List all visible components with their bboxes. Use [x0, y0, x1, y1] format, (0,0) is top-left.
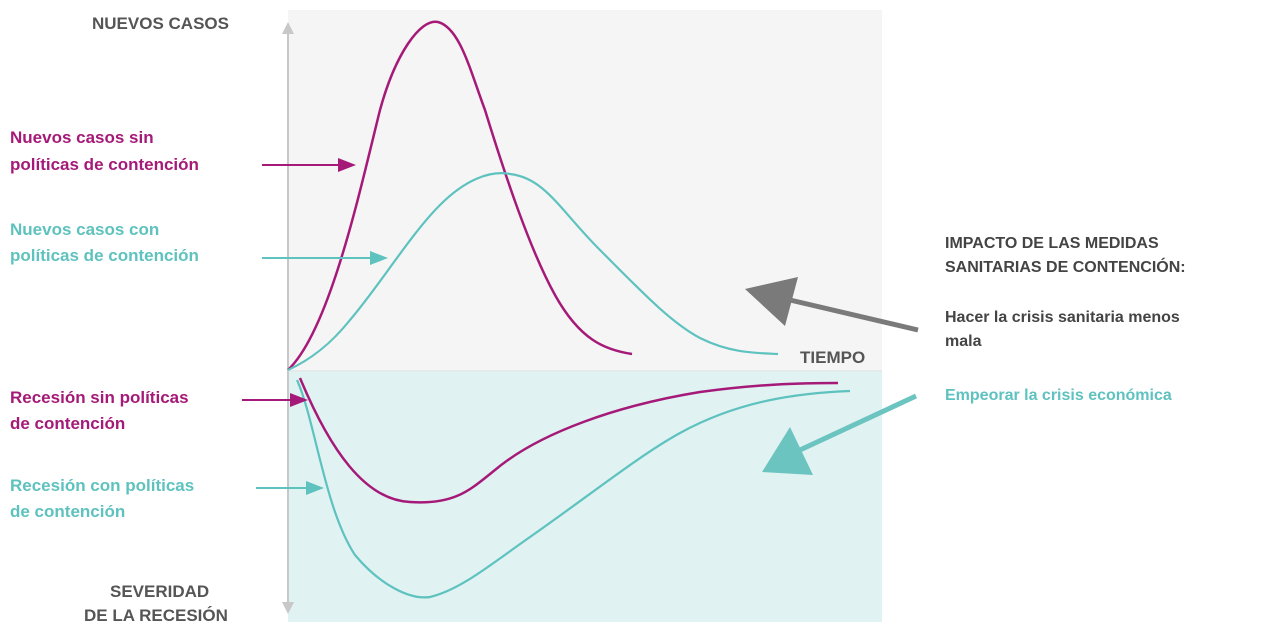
- arrow-head-icon: [306, 481, 324, 495]
- label-cases-with-line1: Nuevos casos con: [10, 220, 160, 239]
- curve-recession-with-containment: [295, 379, 851, 599]
- label-recession-with-line1: Recesión con políticas: [10, 476, 195, 495]
- y-axis-down-label-line2: DE LA RECESIÓN: [84, 606, 228, 625]
- label-recession-without-line1: Recesión sin políticas: [10, 388, 189, 407]
- axis-arrow-up-icon: [282, 22, 294, 34]
- curve-recession-without-containment: [298, 377, 839, 504]
- x-axis-label: TIEMPO: [800, 348, 866, 367]
- label-recession-with-line2: de contención: [10, 502, 126, 521]
- arrow-head-icon: [338, 158, 356, 172]
- curve-cases-without-containment: [287, 20, 633, 371]
- label-cases-without-line2: políticas de contención: [10, 155, 199, 174]
- label-cases-without-line1: Nuevos casos sin: [10, 128, 154, 147]
- arrow-head-icon: [290, 393, 308, 407]
- impact-title-line1: IMPACTO DE LAS MEDIDAS: [945, 235, 1159, 252]
- axis-arrow-down-icon: [282, 602, 294, 614]
- impact-title-line2: SANITARIAS DE CONTENCIÓN:: [945, 259, 1186, 276]
- impact-arrow-economy-icon: [762, 427, 813, 475]
- curve-cases-with-containment: [287, 172, 779, 372]
- impact-health-line2: mala: [945, 333, 982, 350]
- y-axis-down-label-line1: SEVERIDAD: [110, 582, 210, 601]
- label-cases-with-line2: políticas de contención: [10, 246, 199, 265]
- impact-economic: Empeorar la crisis económica: [945, 387, 1172, 404]
- impact-arrow-health-icon: [745, 277, 798, 326]
- impact-arrow-economy-shaft: [798, 393, 918, 453]
- arrow-head-icon: [370, 251, 388, 265]
- impact-arrow-health-shaft: [789, 297, 919, 333]
- y-axis-up-label: NUEVOS CASOS: [92, 14, 229, 33]
- upper-panel: [288, 10, 882, 370]
- label-recession-without-line2: de contención: [10, 414, 126, 433]
- impact-health-line1: Hacer la crisis sanitaria menos: [945, 309, 1180, 326]
